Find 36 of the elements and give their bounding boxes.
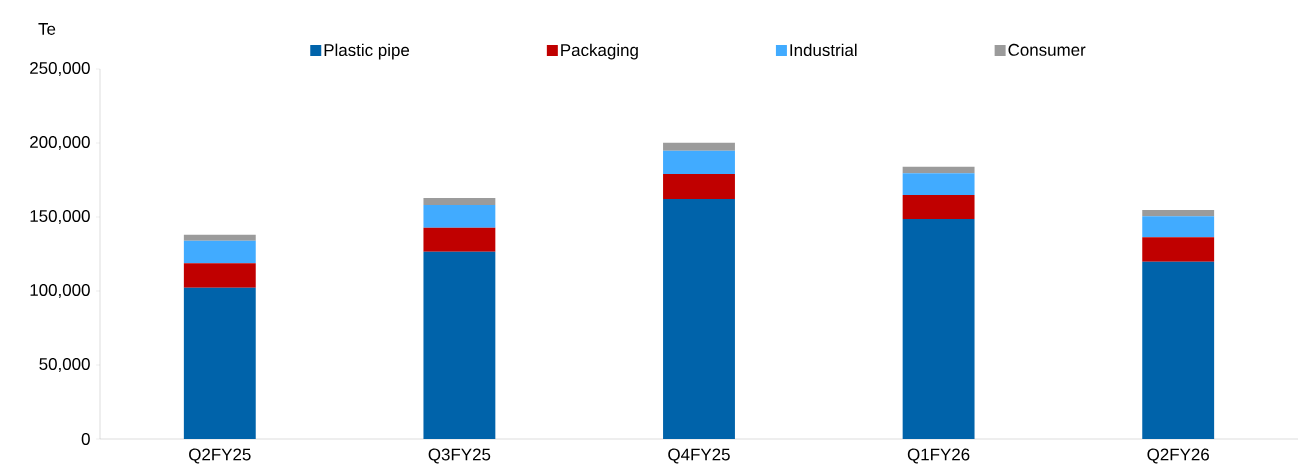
bar xyxy=(902,194,975,219)
bar xyxy=(902,166,975,174)
bar xyxy=(423,227,496,252)
bar xyxy=(423,251,496,439)
bar xyxy=(1142,261,1215,439)
bar xyxy=(183,234,256,241)
bar xyxy=(1142,237,1215,262)
bar xyxy=(1142,210,1215,217)
bar xyxy=(902,218,975,439)
bar xyxy=(663,173,735,199)
bar xyxy=(423,205,496,228)
y-axis-title: Te xyxy=(38,23,56,35)
y-tick-label: 100,000 xyxy=(30,284,90,298)
bar xyxy=(183,287,256,439)
bar xyxy=(183,263,256,288)
legend-label: Industrial xyxy=(790,43,857,57)
x-tick-label: Q3FY25 xyxy=(428,448,491,464)
y-tick-label: 250,000 xyxy=(30,62,90,76)
bar xyxy=(423,198,496,206)
bar xyxy=(663,142,735,151)
y-tick-label: 150,000 xyxy=(30,210,90,224)
x-tick-label: Q2FY26 xyxy=(1147,448,1209,464)
x-tick-label: Q2FY25 xyxy=(189,448,251,464)
legend-label: Plastic pipe xyxy=(324,43,410,60)
bar xyxy=(663,198,735,439)
bar xyxy=(1142,216,1215,238)
y-tick-label: 0 xyxy=(81,433,90,445)
y-tick-label: 200,000 xyxy=(30,136,90,150)
bar xyxy=(183,240,256,264)
y-tick-label: 50,000 xyxy=(39,358,90,372)
legend-label: Packaging xyxy=(561,43,638,60)
x-tick-label: Q1FY26 xyxy=(907,448,970,464)
bar xyxy=(902,173,975,195)
legend-label: Consumer xyxy=(1008,43,1086,56)
x-tick-label: Q4FY25 xyxy=(668,448,730,464)
bar xyxy=(663,150,735,174)
